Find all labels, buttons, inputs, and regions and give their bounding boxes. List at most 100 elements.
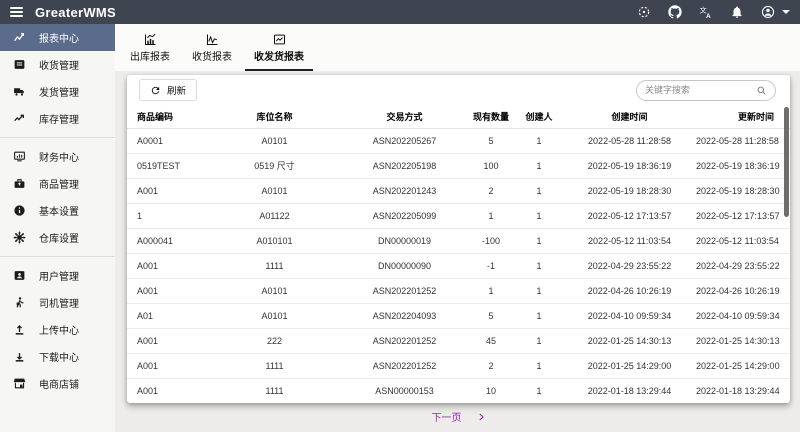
sidebar-item-finance[interactable]: 财务中心 — [0, 143, 115, 170]
sidebar-item-inventory[interactable]: 库存管理 — [0, 105, 115, 132]
notifications-icon[interactable] — [730, 5, 744, 19]
table-cell: 2022-01-25 14:29:00 — [696, 353, 790, 379]
bar-chart-icon — [144, 33, 156, 45]
table-row[interactable]: A000041 A010101 DN00000019 -100 1 2022-05-12 … — [127, 228, 790, 254]
menu-icon[interactable] — [10, 7, 23, 17]
goods-briefcase-icon — [14, 179, 25, 188]
sidebar-item-drivers[interactable]: 司机管理 — [0, 289, 115, 316]
table-cell: A001 — [127, 328, 207, 354]
table-row[interactable]: 0519TEST 0519 尺寸 ASN202205198 100 1 2022-05-1… — [127, 153, 790, 179]
download-icon — [15, 352, 24, 362]
column-header: 现有数量 — [467, 105, 515, 129]
table-cell: 1 — [467, 278, 515, 304]
sidebar-item-receiving[interactable]: 收货管理 — [0, 51, 115, 78]
table-cell: A000041 — [127, 228, 207, 254]
table-cell: ASN202205198 — [342, 153, 467, 179]
search-icon[interactable] — [756, 85, 767, 96]
sidebar-item-basic-settings[interactable]: 基本设置 — [0, 197, 115, 224]
gear-icon — [13, 231, 26, 244]
table-cell: 2022-05-28 11:28:58 — [563, 128, 696, 154]
table-cell: DN00000090 — [342, 253, 467, 279]
table-cell: 10 — [485, 385, 496, 396]
translate-icon[interactable]: 文A — [699, 5, 713, 19]
table-cell: A001 — [127, 278, 207, 304]
table-row[interactable]: 1 A01122 ASN202205099 1 1 2022-05-12 17:13:57… — [127, 203, 790, 229]
column-header: 创建人 — [515, 105, 563, 129]
table-cell: -100 — [467, 228, 515, 254]
refresh-button[interactable]: 刷新 — [139, 79, 198, 101]
sidebar-item-label: 电商店铺 — [39, 380, 79, 391]
table-cell: 0519TEST — [127, 153, 207, 179]
table-cell: A0101 — [207, 178, 342, 204]
info-icon — [14, 205, 25, 216]
sidebar-item-goods[interactable]: 商品管理 — [0, 170, 115, 197]
sidebar-item-report-center[interactable]: 报表中心 — [0, 24, 115, 51]
table-cell: ASN202204093 — [342, 303, 467, 329]
table-row[interactable]: A001 222 ASN202201252 45 1 2022-01-25 14:30:1… — [127, 328, 790, 354]
scan-icon[interactable] — [637, 5, 651, 19]
table-header-row: 商品编码 库位名称 交易方式 现有数量 创建人 创建时间 更新时间 — [127, 105, 790, 129]
sidebar-item-label: 用户管理 — [39, 272, 79, 283]
table-cell: ASN202201243 — [342, 178, 467, 204]
search-input[interactable] — [645, 85, 750, 95]
pagination: 下一页 — [127, 403, 790, 430]
table-cell: 2022-05-19 18:36:19 — [563, 153, 696, 179]
github-icon[interactable] — [668, 5, 682, 19]
table-cell: A001 — [137, 385, 159, 396]
table-cell: A001 — [127, 353, 207, 379]
tab-receiving-report[interactable]: 收货报表 — [183, 30, 241, 71]
table-row[interactable]: A001 1111 DN00000090 -1 1 2022-04-29 23:55:22… — [127, 253, 790, 279]
next-page-chevron-icon[interactable] — [476, 412, 486, 422]
sidebar-item-users[interactable]: 用户管理 — [0, 262, 115, 289]
vertical-scrollbar[interactable] — [784, 107, 789, 217]
sidebar-item-warehouse-settings[interactable]: 仓库设置 — [0, 224, 115, 251]
table-row[interactable]: A001 A0101 ASN202201252 1 1 2022-04-26 10:26:… — [127, 278, 790, 304]
table-row[interactable]: A001 A0101 ASN202201243 2 1 2022-05-19 18:28:… — [127, 178, 790, 204]
table-row[interactable]: A001 1111 ASN00000153 10 1 2022-01-18 13:29:4… — [127, 378, 790, 403]
sidebar-item-shipping[interactable]: 发货管理 — [0, 78, 115, 105]
table-cell: 2022-05-12 17:13:57 — [696, 203, 790, 229]
table-cell: 2022-05-19 18:28:30 — [563, 178, 696, 204]
tab-outbound-report[interactable]: 出库报表 — [121, 30, 179, 71]
table-cell: ASN202201252 — [342, 328, 467, 354]
table-cell: 2022-01-25 14:30:13 — [696, 328, 790, 354]
sidebar-item-label: 库存管理 — [39, 115, 79, 126]
table-cell: DN00000019 — [342, 228, 467, 254]
inventory-trend-icon — [14, 114, 24, 122]
next-page-button[interactable]: 下一页 — [431, 413, 462, 424]
receiving-icon — [14, 60, 25, 69]
svg-text:文: 文 — [700, 6, 707, 15]
sidebar-divider — [0, 137, 115, 138]
tab-label: 收货报表 — [192, 52, 232, 63]
sidebar-item-label: 司机管理 — [39, 299, 79, 310]
table-cell: 2022-01-18 13:29:44 — [696, 385, 780, 396]
account-icon[interactable] — [761, 5, 775, 19]
sidebar-item-label: 发货管理 — [39, 88, 79, 99]
sidebar-item-label: 仓库设置 — [39, 234, 79, 245]
table-cell: A001 — [127, 253, 207, 279]
column-header: 交易方式 — [342, 105, 467, 129]
sidebar-item-store[interactable]: 电商店铺 — [0, 370, 115, 397]
sidebar: 报表中心 收货管理 发货管理 库存管理 财务中心 商品管理 基本设置 — [0, 24, 115, 432]
table-cell: 2022-01-25 14:30:13 — [563, 328, 696, 354]
sidebar-item-label: 财务中心 — [39, 153, 79, 164]
table-row[interactable]: A001 1111 ASN202201252 2 1 2022-01-25 14:29:0… — [127, 353, 790, 379]
tab-receive-dispatch-report[interactable]: 收发货报表 — [245, 30, 313, 71]
table-cell: 1 — [515, 353, 563, 379]
table-cell: 1 — [515, 253, 563, 279]
table-body: A0001 A0101 ASN202205267 5 1 2022-05-28 11:28… — [127, 128, 790, 403]
table-cell: 2022-04-10 09:59:34 — [563, 303, 696, 329]
sidebar-item-upload[interactable]: 上传中心 — [0, 316, 115, 343]
table-row[interactable]: A0001 A0101 ASN202205267 5 1 2022-05-28 11:28… — [127, 128, 790, 154]
table-cell: 2022-05-12 17:13:57 — [563, 203, 696, 229]
column-header: 更新时间 — [696, 105, 790, 129]
table-row[interactable]: A01 A0101 ASN202204093 5 1 2022-04-10 09:59:3… — [127, 303, 790, 329]
table-cell: 2022-04-29 23:55:22 — [696, 253, 790, 279]
sidebar-item-download[interactable]: 下载中心 — [0, 343, 115, 370]
report-table: 商品编码 库位名称 交易方式 现有数量 创建人 创建时间 更新时间 A0001 A0101 AS… — [127, 105, 790, 403]
table-cell: ASN202205099 — [342, 203, 467, 229]
table-cell: 5 — [467, 128, 515, 154]
caret-down-icon[interactable] — [782, 10, 790, 14]
